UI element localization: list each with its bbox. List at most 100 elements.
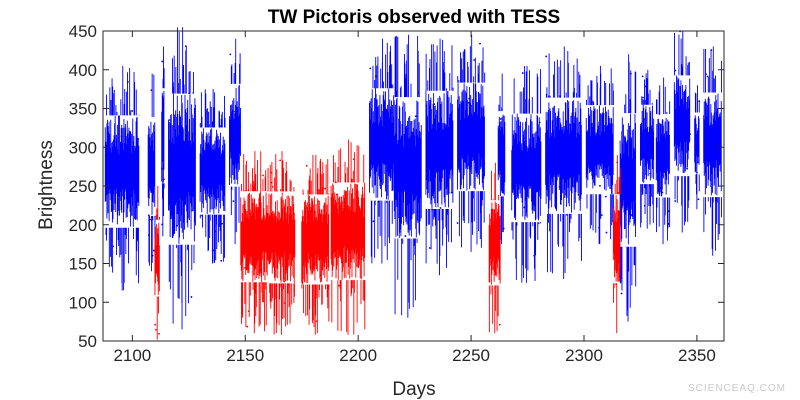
y-tick-label: 100	[69, 293, 97, 312]
x-tick-label: 2100	[113, 346, 151, 365]
data-point	[262, 174, 264, 177]
data-point	[705, 73, 707, 75]
data-segment	[694, 85, 700, 210]
data-point	[503, 167, 505, 170]
data-point	[112, 245, 115, 248]
data-point	[149, 218, 151, 221]
data-point	[162, 178, 165, 181]
data-point	[668, 157, 670, 160]
data-point	[533, 254, 536, 257]
data-segment	[168, 27, 196, 330]
data-point	[334, 181, 337, 184]
data-point	[536, 131, 539, 134]
data-segment	[640, 69, 655, 229]
data-point	[697, 143, 699, 145]
data-point	[201, 214, 203, 217]
data-point	[151, 254, 154, 257]
data-point	[188, 92, 191, 95]
data-point	[127, 80, 129, 83]
data-segment	[301, 155, 330, 335]
data-point	[337, 284, 340, 287]
data-point	[387, 152, 390, 155]
data-segment	[369, 38, 395, 264]
data-point	[496, 237, 499, 240]
data-segment	[619, 54, 637, 322]
data-point	[613, 227, 615, 229]
data-point	[184, 45, 187, 48]
data-point	[600, 214, 603, 217]
data-segment	[457, 34, 486, 252]
plot-data	[104, 27, 722, 340]
y-tick-label: 150	[69, 255, 97, 274]
data-point	[270, 181, 273, 184]
data-point	[616, 161, 619, 164]
data-point	[372, 220, 375, 223]
data-point	[161, 167, 163, 170]
data-point	[706, 75, 709, 78]
data-point	[456, 222, 459, 224]
data-point	[667, 210, 670, 213]
data-segment	[585, 65, 614, 245]
data-point	[150, 89, 153, 92]
data-point	[232, 200, 235, 203]
y-tick-label: 200	[69, 216, 97, 235]
data-point	[221, 222, 223, 225]
data-point	[154, 323, 157, 326]
data-point	[628, 195, 631, 198]
data-point	[391, 111, 394, 114]
data-point	[283, 302, 286, 304]
data-point	[414, 115, 417, 118]
data-point	[643, 204, 646, 207]
data-point	[428, 247, 431, 249]
data-point	[162, 168, 165, 171]
data-point	[158, 332, 161, 335]
data-point	[404, 235, 407, 237]
data-point	[697, 198, 700, 201]
data-segment	[497, 73, 506, 245]
data-point	[237, 121, 239, 124]
y-tick-label: 250	[69, 177, 97, 196]
series-1	[154, 139, 621, 340]
data-point	[473, 59, 476, 61]
chart-title: TW Pictoris observed with TESS	[268, 7, 560, 28]
data-point	[400, 160, 403, 163]
data-point	[206, 147, 208, 150]
data-point	[243, 226, 246, 229]
data-point	[617, 192, 620, 194]
data-point	[620, 292, 623, 295]
data-segment	[425, 38, 454, 276]
x-tick-label: 2350	[678, 346, 716, 365]
data-point	[154, 328, 157, 331]
data-point	[155, 215, 158, 217]
data-point	[162, 82, 165, 85]
data-point	[246, 325, 249, 328]
data-point	[244, 266, 246, 269]
data-point	[641, 75, 644, 78]
data-point	[304, 217, 307, 220]
data-point	[577, 193, 580, 196]
data-point	[319, 273, 322, 276]
data-point	[598, 226, 600, 229]
data-segment	[147, 73, 156, 272]
data-point	[161, 223, 164, 226]
data-segment	[104, 65, 140, 291]
data-segment	[229, 38, 241, 245]
data-point	[640, 130, 643, 133]
data-point	[468, 97, 471, 100]
data-point	[661, 191, 664, 194]
y-tick-label: 400	[69, 61, 97, 80]
data-point	[147, 234, 150, 237]
data-point	[530, 150, 533, 152]
data-point	[557, 129, 560, 132]
data-point	[599, 184, 601, 187]
data-point	[358, 263, 361, 265]
data-point	[658, 113, 661, 115]
data-point	[618, 265, 621, 268]
data-point	[498, 323, 501, 326]
data-point	[615, 283, 617, 286]
data-segment	[154, 186, 160, 340]
data-point	[579, 122, 582, 124]
data-point	[616, 261, 619, 264]
data-point	[696, 161, 699, 164]
